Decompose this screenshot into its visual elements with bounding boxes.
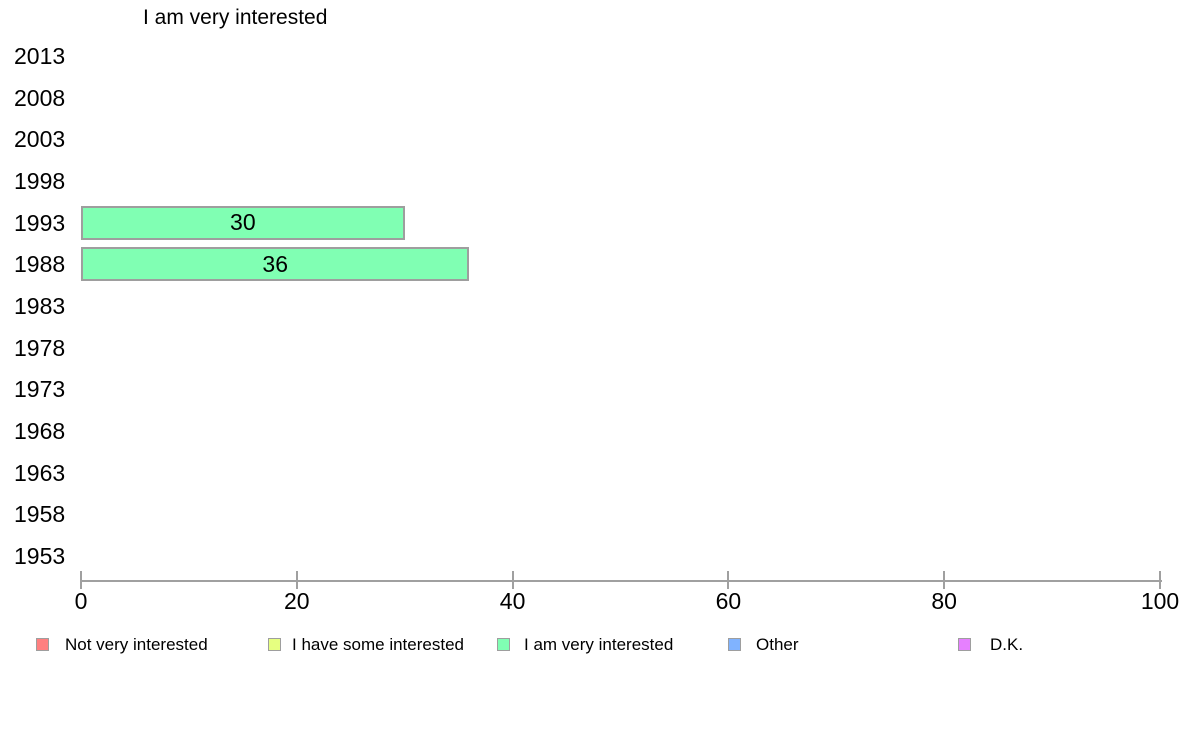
chart-title: I am very interested bbox=[143, 6, 328, 29]
y-axis-label: 1963 bbox=[14, 459, 66, 486]
legend-item-label: I have some interested bbox=[292, 635, 464, 654]
bar: 36 bbox=[81, 247, 470, 282]
y-axis-label: 2003 bbox=[14, 126, 66, 153]
y-axis-label: 1953 bbox=[14, 543, 66, 570]
x-axis-tick bbox=[727, 571, 730, 589]
x-axis-tick-label: 80 bbox=[931, 588, 957, 614]
y-axis-label: 2013 bbox=[14, 43, 66, 70]
x-axis-tick-label: 0 bbox=[74, 588, 88, 614]
legend-item-label: I am very interested bbox=[524, 635, 674, 654]
x-axis-line bbox=[81, 580, 1162, 582]
x-axis-tick-label: 20 bbox=[284, 588, 310, 614]
y-axis-label: 1973 bbox=[14, 376, 66, 403]
legend-item-label: Other bbox=[756, 635, 799, 654]
bar-value-label: 36 bbox=[262, 250, 289, 277]
x-axis-tick bbox=[80, 571, 82, 589]
legend-swatch bbox=[728, 638, 741, 651]
y-axis-label: 1958 bbox=[14, 501, 66, 528]
y-axis-label: 1968 bbox=[14, 418, 66, 445]
legend-swatch bbox=[36, 638, 49, 651]
legend-item-label: D.K. bbox=[990, 635, 1024, 654]
x-axis-tick-label: 60 bbox=[715, 588, 742, 614]
x-axis-tick bbox=[295, 571, 298, 589]
legend-swatch bbox=[958, 638, 971, 651]
x-axis-tick-label: 40 bbox=[499, 588, 526, 614]
y-axis-label: 2008 bbox=[14, 84, 66, 111]
x-axis-tick bbox=[943, 571, 946, 589]
legend-item-label: Not very interested bbox=[65, 635, 208, 654]
y-axis-label: 1988 bbox=[14, 251, 66, 278]
y-axis-label: 1998 bbox=[14, 168, 66, 195]
x-axis-tick bbox=[511, 571, 514, 589]
bar: 30 bbox=[81, 205, 405, 240]
y-axis-label: 1983 bbox=[14, 293, 66, 320]
y-axis-label: 1993 bbox=[14, 209, 66, 236]
bar-value-label: 30 bbox=[230, 209, 256, 236]
legend-swatch bbox=[497, 638, 510, 651]
x-axis-tick bbox=[1159, 571, 1161, 589]
legend-swatch bbox=[268, 638, 281, 651]
y-axis-label: 1978 bbox=[14, 334, 66, 361]
x-axis-tick-label: 100 bbox=[1140, 588, 1180, 614]
